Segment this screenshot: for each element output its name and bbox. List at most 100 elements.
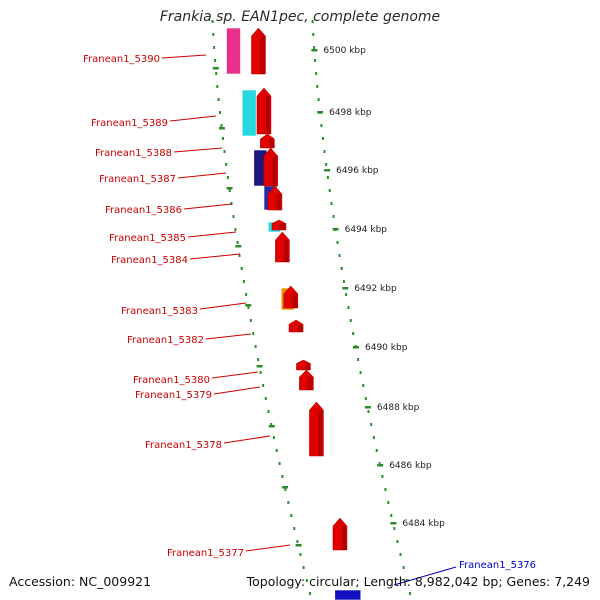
gene-feature[interactable] <box>226 27 241 75</box>
gene-label[interactable]: Franean1_5385 <box>109 233 186 244</box>
gene-label[interactable]: Franean1_5376 <box>459 560 536 571</box>
inner-ruler-dot <box>245 293 248 296</box>
leader-line <box>211 371 259 379</box>
outer-ruler-dot <box>362 384 365 387</box>
leader-line <box>173 147 223 153</box>
outer-ruler-dot <box>367 410 370 413</box>
inner-ruler-dot <box>284 488 287 491</box>
gene-label[interactable]: Franean1_5382 <box>127 335 204 346</box>
ruler-tick <box>324 169 331 172</box>
leader-line <box>213 386 261 395</box>
outer-ruler-dot <box>381 475 384 478</box>
outer-ruler-dot <box>387 501 390 504</box>
outer-ruler-dot <box>349 319 352 322</box>
leader-line <box>177 172 227 179</box>
genome-summary: Topology: circular; Length: 8,982,042 bp… <box>246 574 590 589</box>
inner-ruler-dot <box>272 436 275 439</box>
outer-ruler-dot <box>359 371 362 374</box>
inner-ruler-dot <box>249 319 252 322</box>
outer-ruler-dot <box>314 59 317 62</box>
outer-ruler-dot <box>402 566 405 569</box>
gene-arrow-shade <box>292 293 297 308</box>
inner-ruler-dot <box>238 254 241 257</box>
inner-ruler-dot <box>236 241 239 244</box>
leader-line <box>205 333 252 340</box>
inner-ruler-dot <box>290 514 293 517</box>
inner-ruler-dot <box>302 566 305 569</box>
leader-line <box>189 253 241 260</box>
leader-line <box>223 435 271 444</box>
inner-ruler-dot <box>267 410 270 413</box>
gene-arrow-shade <box>308 377 313 390</box>
ruler-tick <box>317 111 324 114</box>
gene-label[interactable]: Franean1_5387 <box>99 174 176 185</box>
outer-ruler-dot <box>405 579 408 582</box>
ruler-tick-label: 6486 kbp <box>389 461 432 471</box>
gene-label[interactable]: Franean1_5384 <box>111 255 188 266</box>
outer-ruler-dot <box>390 514 393 517</box>
gene-label[interactable]: Franean1_5379 <box>135 390 212 401</box>
outer-ruler-dot <box>321 137 324 140</box>
inner-ruler-dot <box>270 423 273 426</box>
outer-ruler-dot <box>320 124 323 127</box>
gene-label[interactable]: Franean1_5380 <box>133 375 210 386</box>
gene-label[interactable]: Franean1_5377 <box>167 548 244 559</box>
outer-ruler-dot <box>372 436 375 439</box>
outer-ruler-dot <box>378 462 381 465</box>
outer-ruler-dot <box>330 202 333 205</box>
inner-ruler-dot <box>281 475 284 478</box>
inner-ruler-dot <box>293 527 296 530</box>
accession-text: Accession: NC_009921 <box>9 574 152 589</box>
ruler-tick-label: 6496 kbp <box>336 166 379 176</box>
ruler-tick-label: 6492 kbp <box>354 284 397 294</box>
inner-ruler-dot <box>254 345 257 348</box>
gene-label[interactable]: Franean1_5386 <box>105 205 182 216</box>
inner-ruler-dot <box>226 176 229 179</box>
inner-ruler-dot <box>214 59 217 62</box>
outer-ruler-dot <box>336 241 339 244</box>
gene-arrow-shade <box>260 36 265 74</box>
inner-ruler-dot <box>228 189 231 192</box>
outer-ruler-dot <box>340 267 343 270</box>
inner-ruler-tick <box>295 544 302 547</box>
gene-arrow-shade <box>265 96 270 134</box>
gene-label[interactable]: Franean1_5378 <box>145 440 222 451</box>
ruler-tick <box>390 522 397 525</box>
inner-ruler-dot <box>278 462 281 465</box>
gene-label[interactable]: Franean1_5388 <box>95 148 172 159</box>
outer-ruler-dot <box>311 20 314 23</box>
outer-ruler-dot <box>312 33 315 36</box>
inner-ruler-tick <box>212 67 219 70</box>
ruler-tick-label: 6498 kbp <box>329 108 372 118</box>
outer-ruler-dot <box>384 488 387 491</box>
inner-ruler-dot <box>225 163 228 166</box>
inner-ruler-dot <box>247 306 250 309</box>
gene-arrow-shade <box>284 240 289 262</box>
gene-arrow-shade <box>276 194 281 210</box>
gene-feature[interactable] <box>241 89 257 137</box>
gene-label[interactable]: Franean1_5383 <box>121 306 198 317</box>
inner-ruler-dot <box>309 592 311 595</box>
outer-ruler-dot <box>345 293 348 296</box>
gene-label[interactable]: Franean1_5389 <box>91 118 168 129</box>
leader-line <box>183 203 233 210</box>
inner-ruler-dot <box>275 449 278 452</box>
outer-ruler-dot <box>313 46 316 49</box>
outer-ruler-dot <box>352 332 355 335</box>
ruler-tick-label: 6484 kbp <box>402 519 445 529</box>
inner-ruler-dot <box>217 98 220 101</box>
ruler-tick <box>342 287 349 290</box>
inner-ruler-dot <box>221 137 224 140</box>
inner-ruler-dot <box>211 20 214 23</box>
inner-ruler-dot <box>232 215 235 218</box>
inner-ruler-dot <box>240 267 243 270</box>
leader-line <box>169 115 217 122</box>
gene-feature[interactable] <box>334 589 362 600</box>
gene-arrow-shade <box>269 138 274 148</box>
gene-label[interactable]: Franean1_5390 <box>83 54 160 65</box>
inner-ruler-dot <box>305 579 308 582</box>
ruler-tick <box>353 346 359 349</box>
outer-ruler-dot <box>317 98 320 101</box>
inner-ruler-dot <box>213 46 216 49</box>
inner-ruler-dot <box>242 280 245 283</box>
